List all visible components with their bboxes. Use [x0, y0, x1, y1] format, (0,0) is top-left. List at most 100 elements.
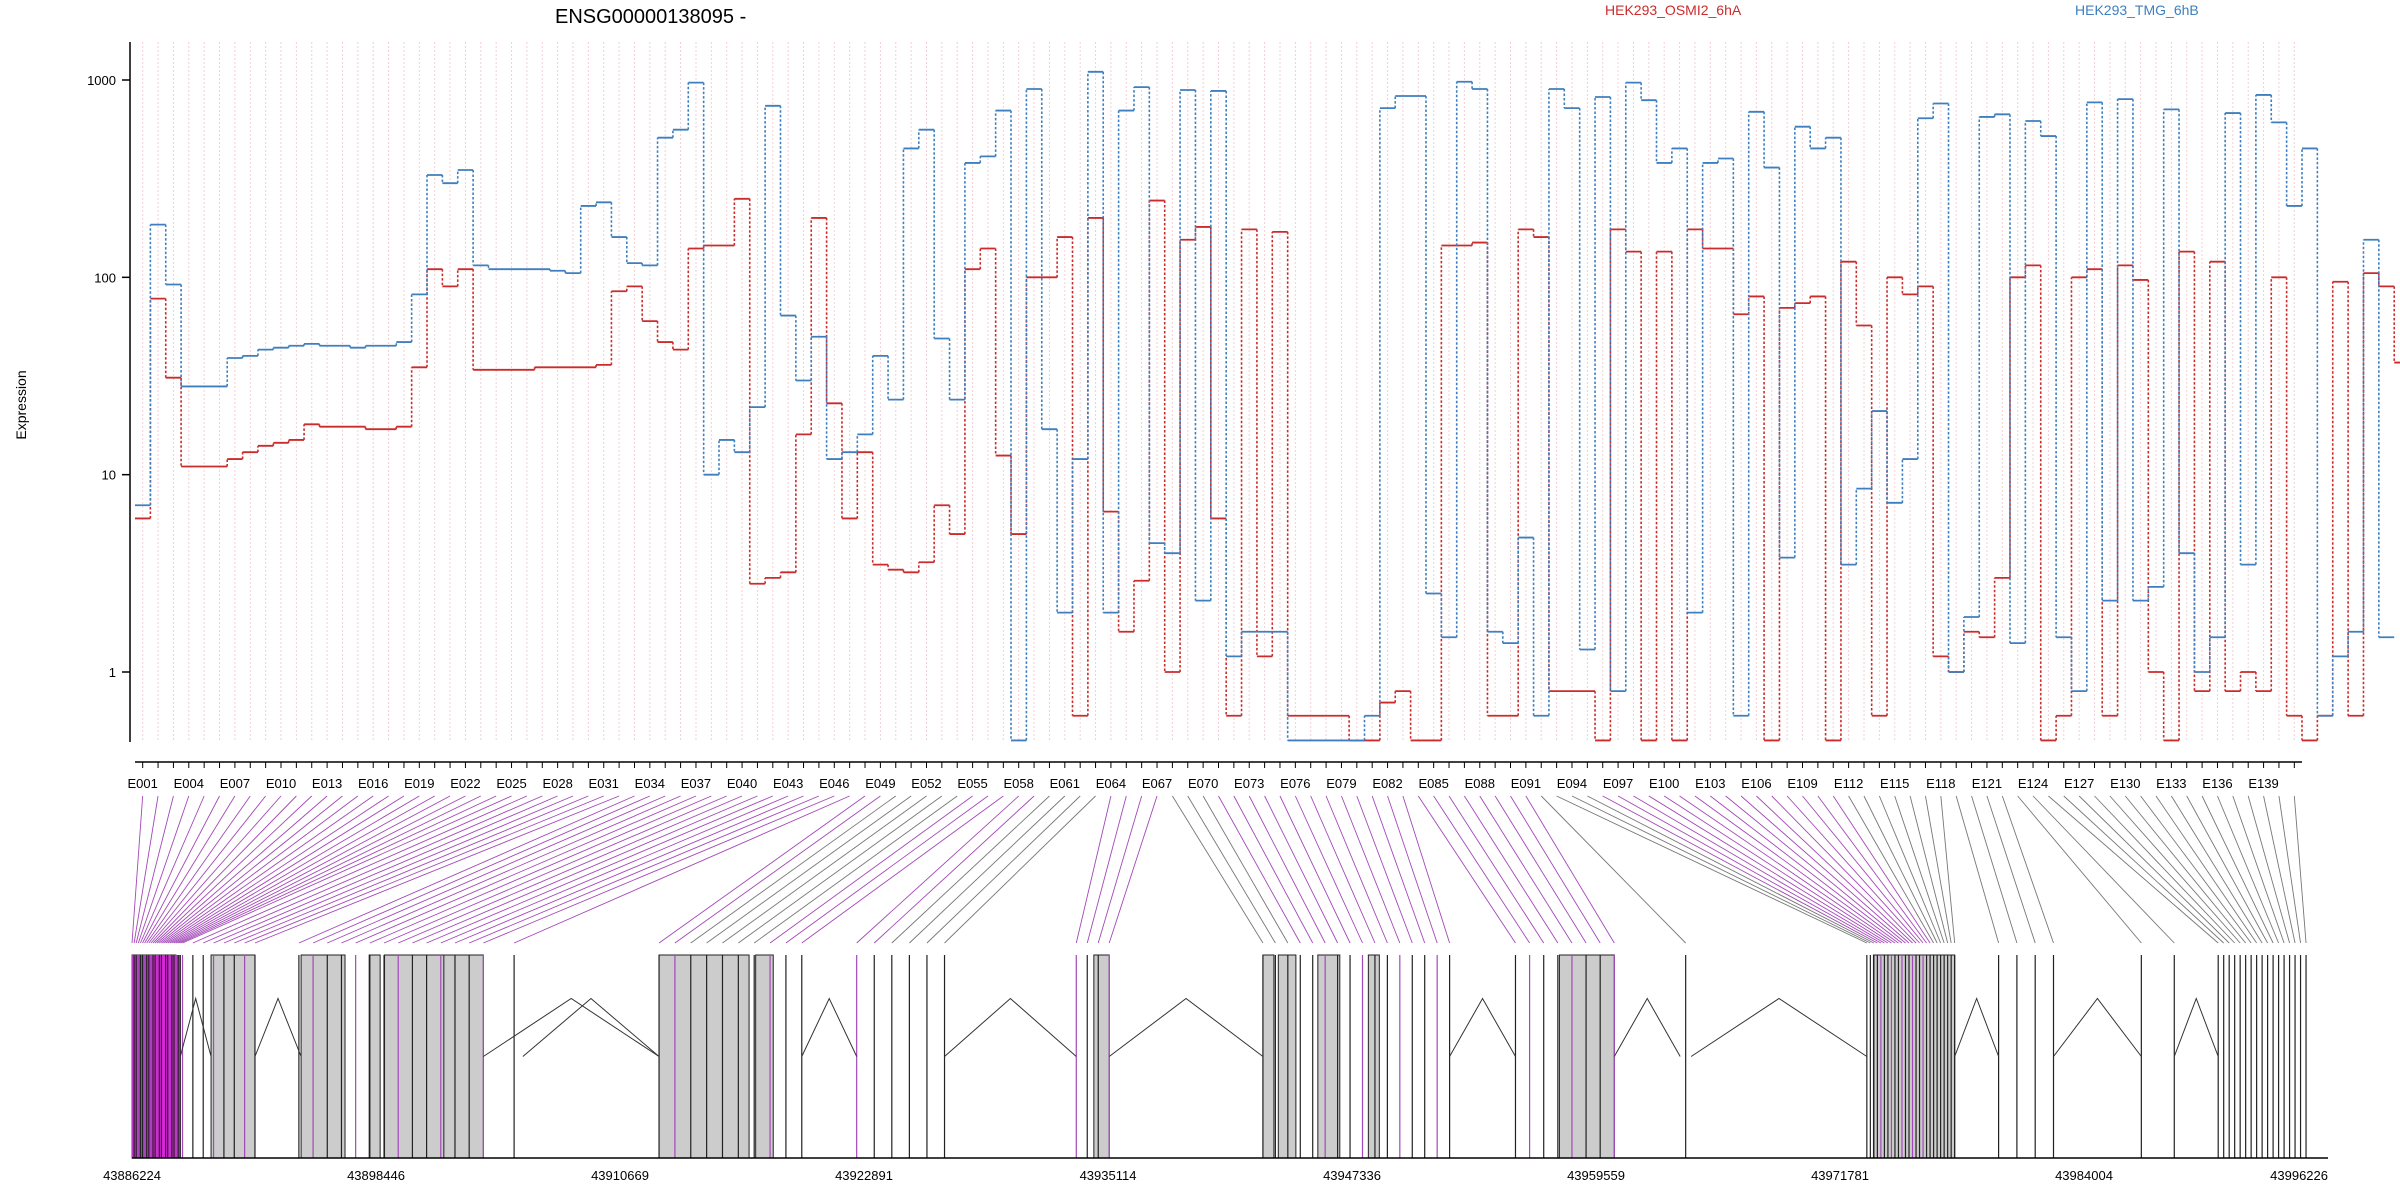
x-tick-label: E049	[865, 776, 895, 791]
exon-mapping-line	[152, 795, 297, 944]
exon-mapping-line	[178, 795, 481, 944]
exon-mapping-line	[2232, 795, 2285, 944]
exon-mapping-line	[1264, 795, 1339, 944]
x-tick-label: E061	[1050, 776, 1080, 791]
exon-mapping-line	[234, 795, 589, 944]
exon-mapping-line	[769, 795, 973, 944]
exon-mapping-line	[146, 795, 251, 944]
x-tick-label: E031	[589, 776, 619, 791]
intron	[254, 997, 302, 1057]
genomic-coordinate-label: 43910669	[591, 1168, 649, 1183]
exon-mapping-line	[1233, 795, 1314, 944]
x-tick-label: E019	[404, 776, 434, 791]
exon-mapping-line	[2170, 795, 2263, 944]
exon-mapping-line	[2078, 795, 2230, 944]
x-tick-label: E076	[1280, 776, 1310, 791]
x-tick-label: E115	[1880, 776, 1909, 791]
x-tick-label: E034	[635, 776, 665, 791]
x-tick-label: E004	[174, 776, 204, 791]
exon-mapping-line	[1786, 795, 1920, 944]
exon-mapping-line	[1387, 795, 1438, 944]
x-tick-label: E100	[1649, 776, 1679, 791]
exon-mapping-line	[2124, 795, 2246, 944]
exon-block	[658, 954, 750, 1159]
intron	[1954, 997, 2000, 1057]
exon-mapping-line	[1571, 795, 1871, 944]
exon-mapping-line	[2293, 795, 2307, 944]
exon-mapping-line	[203, 795, 543, 944]
exon-block	[1317, 954, 1341, 1159]
exon-mapping-line	[175, 795, 466, 944]
exon-mapping-line	[1371, 795, 1426, 944]
series-segments	[135, 197, 2400, 742]
x-tick-label: E103	[1695, 776, 1725, 791]
exon-mapping-line	[2247, 795, 2291, 944]
exon-mapping-line	[2140, 795, 2252, 944]
exon-mapping-line	[1756, 795, 1913, 944]
intron	[1108, 997, 1264, 1057]
exon-mapping-line	[341, 795, 681, 944]
x-tick-label: E055	[957, 776, 987, 791]
exon-mapping-line	[1494, 795, 1587, 944]
exon-mapping-line	[173, 795, 451, 944]
exon-mapping-line	[2001, 795, 2054, 944]
exon-mapping-line	[298, 795, 635, 944]
x-tick-label: E013	[312, 776, 342, 791]
exon-mapping-line	[2217, 795, 2280, 944]
exon-mapping-line	[1279, 795, 1351, 944]
exon-mapping-line	[169, 795, 420, 944]
genomic-coordinate-label: 43898446	[347, 1168, 405, 1183]
exon-mapping-line	[468, 795, 820, 944]
x-tick-label: E139	[2248, 776, 2278, 791]
exon-mapping-line	[139, 795, 205, 944]
exon-mapping-line	[426, 795, 773, 944]
exon-mapping-line	[254, 795, 620, 944]
exon-mapping-line	[1172, 795, 1264, 944]
exon-mapping-line	[1540, 795, 1686, 944]
genomic-coordinate-axis: 43886224 43898446 43910669 43922891 43935114…	[103, 1168, 2328, 1183]
exon-mapping-line	[1310, 795, 1376, 944]
series-connector	[149, 71, 2380, 741]
exon-mapping-line	[1894, 795, 1945, 944]
x-tick-label: E109	[1787, 776, 1817, 791]
exon-mapping-line	[156, 795, 328, 944]
exon-mapping-line	[1218, 795, 1301, 944]
x-tick-label: E070	[1188, 776, 1218, 791]
exon-mapping-line	[909, 795, 1066, 944]
intron	[522, 997, 660, 1057]
y-tick-label: 10	[102, 468, 116, 483]
exon-mapping-line	[161, 795, 359, 944]
exon-block	[210, 954, 256, 1159]
exon-mapping-line	[1694, 795, 1899, 944]
exon-mapping-line	[1863, 795, 1938, 944]
exon-mapping-line	[1402, 795, 1451, 944]
intron	[2053, 997, 2142, 1057]
x-tick-label: E037	[681, 776, 711, 791]
exon-block	[1262, 954, 1275, 1159]
exon-mapping-line	[1479, 795, 1573, 944]
x-tick-label: E022	[450, 776, 480, 791]
x-tick-label: E082	[1372, 776, 1402, 791]
legend-item-series-b: HEK293_TMG_6hB	[2075, 2, 2199, 18]
exon-mapping-line	[1341, 795, 1401, 944]
exon-mapping-line	[1325, 795, 1388, 944]
intron	[801, 997, 858, 1057]
x-tick-label: E097	[1603, 776, 1633, 791]
exon-block	[1367, 954, 1380, 1159]
x-tick-label: E046	[819, 776, 849, 791]
exon-mapping-line	[327, 795, 666, 944]
exon-mapping-line	[1740, 795, 1910, 944]
exon-block	[1093, 954, 1110, 1159]
exon-mapping-line	[192, 795, 528, 944]
series-line-b	[135, 70, 2395, 742]
exon-mapping-line	[1464, 795, 1559, 944]
exon-mapping-line	[1602, 795, 1878, 944]
exon-mapping-line	[244, 795, 604, 944]
exon-mapping-line	[1663, 795, 1892, 944]
exon-block	[368, 954, 381, 1159]
exon-mapping-line	[165, 795, 389, 944]
exon-mapping-line	[1086, 795, 1127, 944]
exon-mapping-line	[513, 795, 850, 944]
x-tick-label: E133	[2156, 776, 2186, 791]
exon-mapping-line	[690, 795, 897, 944]
